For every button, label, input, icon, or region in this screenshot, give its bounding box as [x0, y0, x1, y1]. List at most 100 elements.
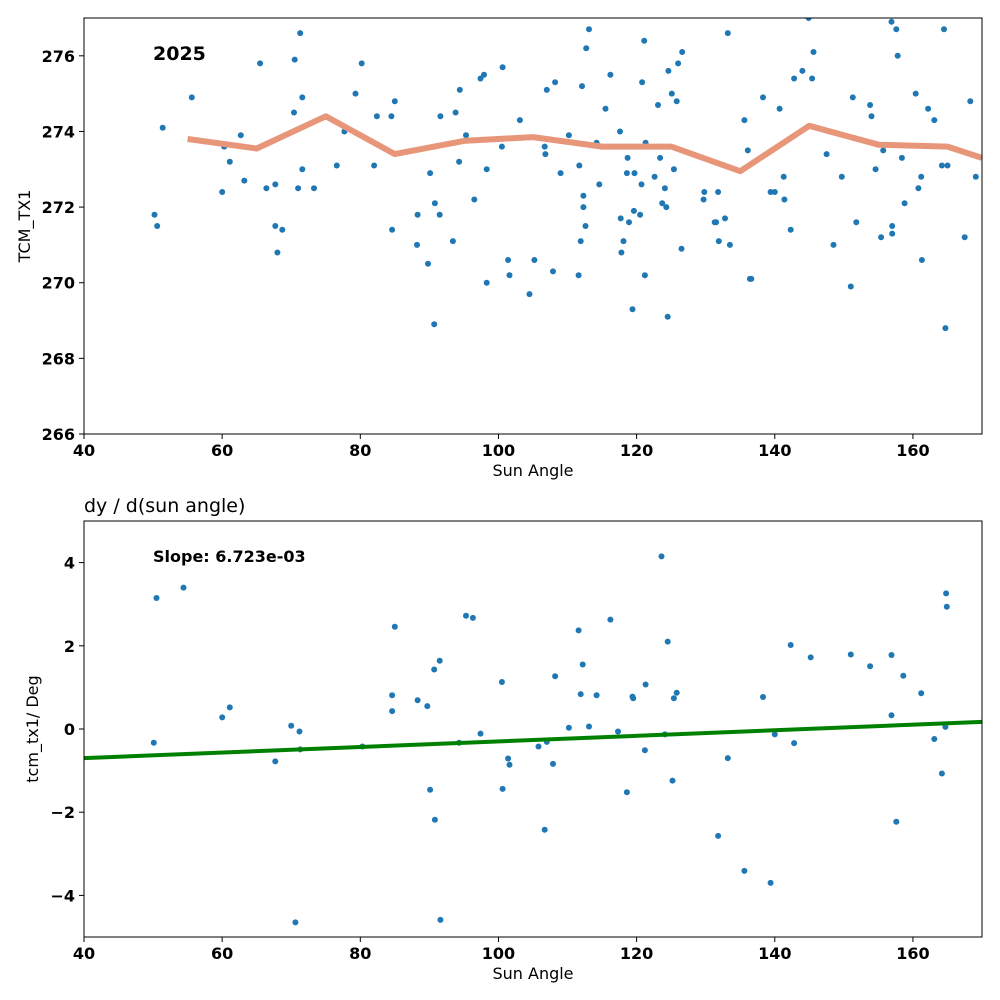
bottom-chart-data-point: [787, 642, 794, 648]
top-chart-data-point: [483, 279, 490, 286]
top-chart-data-point: [880, 147, 887, 154]
bottom-chart-y-tick-label: −4: [50, 886, 75, 905]
top-chart-data-point: [925, 105, 932, 112]
top-chart-data-point: [868, 113, 875, 120]
top-chart-data-point: [744, 147, 751, 154]
bottom-chart-data-point: [943, 603, 950, 610]
top-chart-data-point: [481, 71, 487, 78]
bottom-chart-data-point: [893, 818, 900, 825]
top-chart-data-point: [915, 185, 922, 192]
top-chart-data-point: [741, 117, 748, 124]
top-chart-data-point: [602, 105, 609, 112]
bottom-chart-x-tick-label: 160: [896, 944, 929, 963]
top-chart-data-point: [641, 37, 648, 44]
top-chart-data-point: [499, 64, 506, 71]
top-chart-data-point: [791, 75, 798, 82]
bottom-chart-x-tick-label: 120: [620, 944, 653, 963]
top-chart-data-point: [655, 102, 661, 108]
bottom-chart-plot-area: [84, 553, 982, 926]
top-chart-data-point: [631, 170, 638, 177]
bottom-chart-data-point: [431, 816, 438, 823]
top-chart-data-point: [579, 83, 585, 90]
bottom-chart-data-point: [664, 638, 671, 645]
top-chart-data-point: [626, 219, 632, 226]
top-chart-data-point: [722, 215, 728, 222]
top-chart-data-point: [938, 162, 945, 169]
top-chart-data-point: [471, 196, 478, 203]
top-chart-data-point: [583, 45, 590, 52]
bottom-chart-data-point: [499, 785, 506, 792]
bottom-chart-data-point: [586, 723, 592, 730]
bottom-chart-data-point: [888, 712, 895, 719]
top-chart-data-point: [941, 26, 947, 33]
bottom-chart-data-point: [771, 731, 778, 738]
top-chart-y-tick-label: 272: [42, 198, 75, 217]
top-chart-data-point: [456, 86, 463, 93]
bottom-chart-panel: dy / d(sun angle) 40 60 80 100 120 140 160−4−2…: [23, 495, 983, 983]
top-chart-axes-frame: [83, 17, 983, 435]
top-chart-data-point: [617, 128, 623, 135]
top-chart-data-point: [425, 260, 431, 267]
top-chart-data-point: [582, 223, 589, 229]
bottom-chart-data-point: [436, 657, 443, 664]
top-chart-data-point: [901, 200, 908, 207]
top-chart-data-point: [853, 219, 860, 226]
top-chart-data-point: [657, 154, 664, 161]
bottom-chart-data-point: [153, 595, 160, 601]
top-chart-data-point: [944, 162, 951, 169]
top-chart-data-point: [154, 223, 161, 229]
bottom-chart-data-point: [630, 695, 637, 702]
top-chart-trend-line: [187, 113, 982, 175]
top-chart-data-point: [436, 211, 443, 218]
top-chart-data-point: [580, 204, 587, 211]
top-chart-data-point: [888, 18, 895, 25]
bottom-chart-data-point: [741, 867, 748, 874]
top-chart-data-point: [279, 226, 286, 233]
top-chart-data-point: [641, 272, 648, 279]
top-chart-data-point: [452, 109, 459, 116]
top-chart-data-point: [543, 86, 550, 93]
top-chart-data-point: [516, 117, 523, 124]
top-chart-data-point: [257, 60, 264, 67]
top-chart-data-point: [961, 234, 968, 241]
bottom-chart-slope-annotation: Slope: 6.723e-03: [153, 547, 306, 566]
bottom-chart-data-point: [389, 692, 396, 699]
bottom-chart-data-point: [505, 755, 512, 762]
bottom-chart-data-point: [867, 663, 874, 670]
top-chart-data-point: [767, 189, 774, 195]
bottom-chart-data-point: [658, 553, 665, 560]
bottom-chart-x-tick-label: 40: [73, 944, 95, 963]
top-chart-data-point: [297, 30, 304, 37]
bottom-chart-data-point: [641, 747, 648, 754]
top-chart-data-point: [358, 60, 365, 67]
top-chart-data-point: [565, 132, 572, 139]
top-chart-data-point: [311, 185, 317, 192]
top-chart-data-point: [637, 211, 644, 218]
bottom-chart-data-point: [552, 673, 559, 680]
bottom-chart-data-point: [296, 728, 303, 735]
bottom-chart-data-point: [847, 651, 854, 658]
bottom-chart-data-point: [943, 590, 950, 597]
bottom-chart-data-point: [565, 724, 572, 731]
top-chart-x-tick-label: 80: [349, 441, 371, 460]
top-chart-y-tick-label: 266: [42, 425, 75, 444]
top-chart-data-point: [391, 98, 398, 105]
top-chart-data-point: [760, 94, 766, 101]
top-chart-plot-area: [151, 18, 982, 332]
bottom-chart-data-point: [506, 761, 513, 768]
top-chart-data-point: [771, 189, 778, 195]
bottom-chart-x-tick-label: 60: [211, 944, 233, 963]
bottom-chart-x-tick-label: 100: [482, 944, 515, 963]
bottom-chart-y-tick-label: 0: [64, 720, 75, 739]
bottom-chart-data-point: [477, 730, 484, 737]
bottom-chart-data-point: [437, 916, 444, 923]
top-chart-data-point: [630, 207, 637, 214]
top-chart-data-point: [437, 113, 444, 120]
top-chart-data-point: [942, 325, 949, 332]
top-chart-data-point: [427, 170, 434, 177]
top-chart-data-point: [623, 170, 630, 177]
top-chart-data-point: [580, 192, 587, 199]
top-chart-data-point: [898, 154, 905, 161]
top-chart-data-point: [333, 162, 340, 169]
